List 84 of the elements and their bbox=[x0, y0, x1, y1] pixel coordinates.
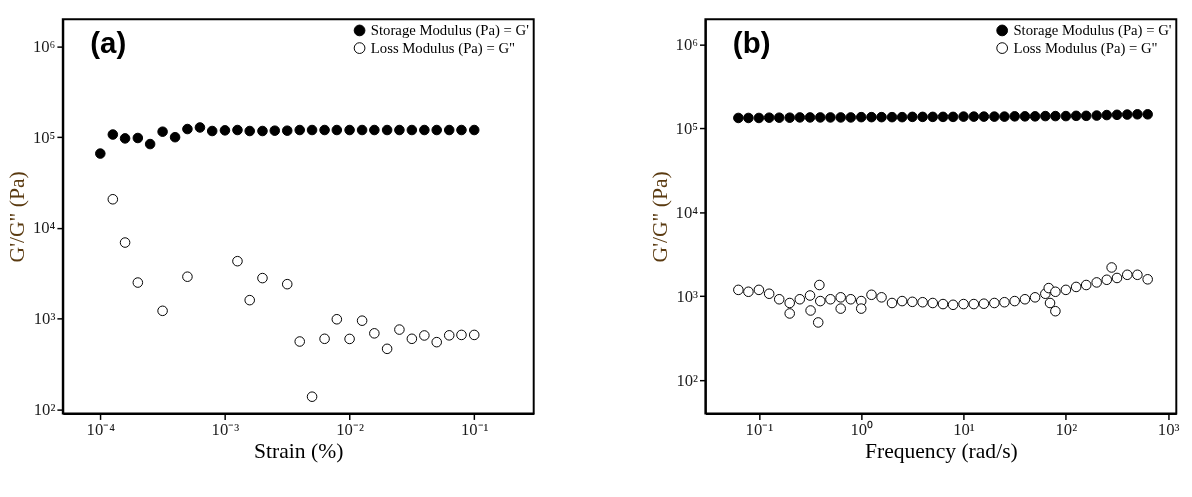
point bbox=[456, 329, 467, 341]
y-tick-label: 10⁶ bbox=[32, 36, 56, 56]
y-tick-label: 10³ bbox=[676, 286, 699, 306]
point bbox=[344, 333, 355, 345]
point bbox=[132, 277, 144, 288]
x-tick-label: 10³ bbox=[1157, 419, 1180, 439]
legend-label: Loss Modulus (Pa) = G" bbox=[370, 40, 516, 57]
point bbox=[381, 124, 393, 136]
point bbox=[443, 330, 455, 341]
legend-label: Storage Modulus (Pa) = G' bbox=[1013, 22, 1172, 40]
y-tick-label: 10³ bbox=[33, 309, 56, 329]
point bbox=[107, 194, 119, 205]
point bbox=[182, 271, 193, 282]
y-tick-label: 10² bbox=[676, 370, 699, 390]
point bbox=[182, 123, 193, 135]
point bbox=[356, 124, 368, 136]
x-tick-label: 10⁻² bbox=[336, 419, 364, 439]
point bbox=[369, 124, 380, 136]
point bbox=[306, 124, 318, 136]
x-axis-title: Strain (%) bbox=[254, 439, 344, 464]
point bbox=[431, 336, 442, 348]
point bbox=[232, 124, 243, 136]
point bbox=[394, 124, 405, 136]
y-axis-title: G'/G" (Pa) bbox=[647, 171, 672, 263]
point bbox=[132, 132, 144, 144]
x-tick-label: 10² bbox=[1055, 419, 1078, 439]
point bbox=[431, 124, 442, 136]
x-tick-label: 10⁻³ bbox=[211, 419, 240, 439]
point bbox=[269, 125, 281, 136]
annotation: (b) bbox=[732, 25, 771, 59]
point bbox=[281, 125, 293, 136]
y-tick-label: 10⁵ bbox=[675, 118, 699, 138]
point bbox=[419, 124, 430, 136]
y-tick-label: 10² bbox=[33, 399, 56, 419]
legend-label: Loss Modulus (Pa) = G" bbox=[1013, 40, 1158, 57]
point bbox=[331, 124, 343, 136]
point bbox=[232, 255, 243, 267]
point bbox=[306, 391, 318, 402]
point bbox=[456, 124, 467, 136]
x-tick-label: 10⁰ bbox=[850, 419, 874, 439]
point bbox=[244, 294, 255, 306]
point bbox=[419, 330, 430, 341]
point bbox=[294, 336, 305, 347]
point bbox=[281, 278, 293, 290]
point bbox=[244, 125, 255, 137]
point bbox=[144, 138, 156, 150]
point bbox=[219, 125, 231, 136]
point bbox=[406, 333, 418, 345]
point bbox=[119, 237, 131, 248]
point bbox=[369, 328, 380, 339]
point bbox=[319, 124, 330, 136]
legend-label: Storage Modulus (Pa) = G' bbox=[370, 22, 530, 40]
annotation: (a) bbox=[90, 25, 127, 59]
x-tick-label: 10¹ bbox=[953, 419, 975, 439]
point bbox=[169, 131, 181, 143]
y-tick-label: 10⁴ bbox=[675, 202, 699, 222]
x-axis-title: Frequency (rad/s) bbox=[864, 439, 1018, 464]
point bbox=[394, 324, 405, 335]
point bbox=[406, 124, 418, 136]
point bbox=[257, 272, 268, 284]
point bbox=[331, 314, 343, 325]
point bbox=[107, 129, 119, 140]
point bbox=[157, 126, 168, 137]
point bbox=[95, 148, 106, 159]
x-tick-label: 10⁻¹ bbox=[460, 419, 489, 439]
y-axis-title: G'/G" (Pa) bbox=[5, 171, 30, 263]
point bbox=[468, 329, 480, 341]
y-tick-label: 10⁵ bbox=[32, 127, 56, 147]
point bbox=[157, 305, 168, 317]
point bbox=[194, 122, 206, 133]
point bbox=[443, 124, 455, 136]
point bbox=[119, 133, 131, 144]
point bbox=[257, 125, 268, 137]
point bbox=[206, 125, 218, 137]
point bbox=[344, 124, 355, 136]
y-tick-label: 10⁶ bbox=[675, 34, 699, 54]
point bbox=[381, 343, 393, 355]
point bbox=[294, 124, 305, 136]
point bbox=[319, 333, 330, 345]
x-tick-label: 10⁻⁴ bbox=[86, 419, 116, 439]
point bbox=[468, 124, 480, 136]
point bbox=[356, 315, 368, 326]
x-tick-label: 10⁻¹ bbox=[745, 419, 774, 439]
y-tick-label: 10⁴ bbox=[32, 218, 56, 238]
